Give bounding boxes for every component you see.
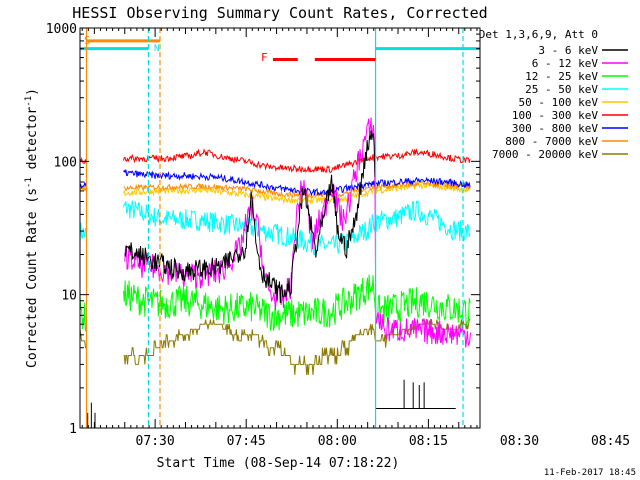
- annotation-n: N: [154, 44, 159, 54]
- series-line-1: [124, 117, 471, 348]
- series-line-5: [79, 148, 471, 174]
- x-tick-label: 07:45: [227, 434, 266, 449]
- y-tick-label: 1: [69, 422, 77, 437]
- legend-title: Det 1,3,6,9, Att 0: [479, 28, 598, 41]
- legend-label-0: 3 - 6 keV: [538, 44, 598, 57]
- y-axis-label: Corrected Count Rate (s-1 detector-1): [24, 88, 40, 368]
- chart-title: HESSI Observing Summary Count Rates, Cor…: [72, 4, 487, 22]
- axes: 1 10 100 1000 07:30 07:45 08:00 08:15 08:30 08:45: [46, 22, 630, 449]
- legend-label-4: 50 - 100 keV: [519, 96, 599, 109]
- series-line-3: [79, 199, 471, 256]
- x-tick-label: 08:45: [591, 434, 630, 449]
- legend-label-8: 7000 - 20000 keV: [492, 148, 598, 161]
- plot-area: S N F: [79, 28, 480, 428]
- x-axis-label: Start Time (08-Sep-14 07:18:22): [157, 456, 400, 471]
- legend-label-1: 6 - 12 keV: [532, 57, 599, 70]
- x-tick-label: 08:00: [318, 434, 357, 449]
- series-line-0: [124, 130, 376, 304]
- y-tick-label: 10: [61, 289, 77, 304]
- series-line-2: [79, 274, 471, 332]
- y-axis-label-end: ): [25, 88, 40, 96]
- y-tick-label: 1000: [46, 22, 77, 37]
- footer-date: 11-Feb-2017 18:45: [544, 468, 636, 478]
- y-axis-label-sup2: -1: [24, 96, 34, 107]
- legend-label-3: 25 - 50 keV: [525, 83, 598, 96]
- series-line-6: [79, 169, 471, 197]
- x-tick-label: 07:30: [136, 434, 175, 449]
- y-axis-label-main: Corrected Count Rate (s: [25, 188, 40, 368]
- x-tick-label: 08:15: [409, 434, 448, 449]
- annotation-s: S: [84, 34, 91, 47]
- legend-label-2: 12 - 25 keV: [525, 70, 598, 83]
- legend-label-7: 800 - 7000 keV: [505, 135, 598, 148]
- y-axis-label-sup1: -1: [24, 177, 34, 188]
- x-tick-label: 08:30: [500, 434, 539, 449]
- plot-frame: [79, 27, 481, 429]
- legend-label-6: 300 - 800 keV: [512, 122, 598, 135]
- series-line-8: [79, 319, 471, 375]
- y-axis-label-mid: detector: [25, 107, 40, 178]
- annotation-f: F: [261, 51, 268, 64]
- legend-label-5: 100 - 300 keV: [512, 109, 598, 122]
- y-tick-label: 100: [54, 155, 77, 170]
